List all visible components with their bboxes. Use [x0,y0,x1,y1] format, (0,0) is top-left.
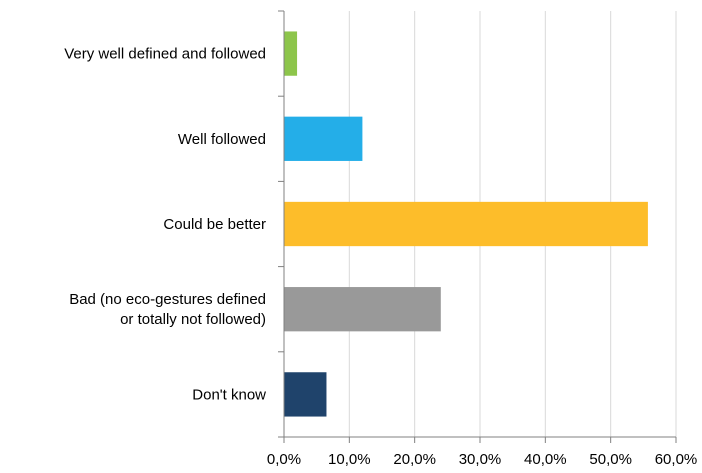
category-label: Well followed [178,131,266,148]
x-tick-labels: 0,0% 10,0% 20,0% 30,0% 40,0% 50,0% 60,0% [267,451,697,468]
x-tick-label: 60,0% [655,451,698,468]
category-labels: Very well defined and followed Well follo… [64,46,266,404]
x-tick-label: 40,0% [524,451,567,468]
category-label: Very well defined and followed [64,46,266,63]
bar [284,201,648,247]
category-label: Bad (no eco-gestures defined or totally n… [69,291,266,328]
x-tick-label: 20,0% [393,451,436,468]
bar [284,116,363,161]
bar [284,287,441,332]
x-tick-label: 0,0% [267,451,301,468]
bar [284,372,327,417]
x-tick-label: 10,0% [328,451,371,468]
x-tick-label: 50,0% [589,451,632,468]
category-label: Don't know [192,386,266,403]
category-label: Could be better [163,216,266,233]
bars [284,31,648,417]
x-tick-label: 30,0% [459,451,502,468]
axes [278,10,677,443]
bar [284,31,298,76]
